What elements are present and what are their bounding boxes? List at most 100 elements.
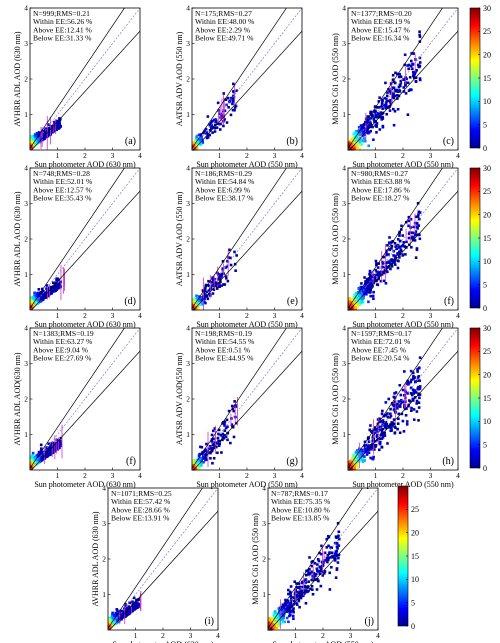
scatter-point <box>57 445 61 449</box>
stats-line: Above EE:28.66 % <box>111 505 171 514</box>
one-to-one-line <box>348 8 458 150</box>
stats-line: Above EE:0.51 % <box>195 345 251 354</box>
scatter-point <box>200 463 203 467</box>
scatter-point <box>210 280 214 284</box>
scatter-point <box>58 120 61 123</box>
scatter-point <box>217 432 220 436</box>
scatter-point <box>211 131 214 134</box>
y-axis-label: AVHRR ADL AOD (630 nm) <box>13 191 22 286</box>
y-tick-label: 3 <box>24 199 28 208</box>
scatter-point <box>361 453 364 456</box>
y-tick-label: 2 <box>342 235 346 244</box>
scatter-point <box>58 282 62 286</box>
scatter-point <box>219 280 222 284</box>
stats-line: N=748;RMS=0.28 <box>33 169 90 178</box>
scatter-point <box>373 428 377 431</box>
panel-label: (g) <box>286 456 298 467</box>
scatter-point <box>409 386 413 390</box>
scatter-point <box>409 226 412 229</box>
scatter-point <box>337 553 341 557</box>
scatter-point <box>397 75 401 79</box>
scatter-point <box>299 596 303 600</box>
scatter-point <box>413 239 417 242</box>
scatter-point <box>319 568 323 572</box>
scatter-point <box>114 616 118 620</box>
scatter-point <box>418 64 422 68</box>
scatter-point <box>233 106 237 109</box>
scatter-point <box>373 439 377 443</box>
scatter-point <box>211 429 215 433</box>
ee-upper-line <box>348 8 443 149</box>
scatter-point <box>213 130 217 133</box>
scatter-point <box>383 425 387 429</box>
scatter-point <box>221 267 225 270</box>
scatter-point <box>372 110 376 113</box>
scatter-point <box>370 446 373 450</box>
scatter-point <box>44 127 47 130</box>
scatter-point <box>284 598 287 602</box>
scatter-point <box>304 601 308 605</box>
stats-line: Below EE:27.69 % <box>33 354 92 363</box>
scatter-point <box>375 131 378 134</box>
scatter-point <box>411 63 415 66</box>
scatter-point <box>378 106 382 109</box>
scatter-point <box>403 245 407 248</box>
scatter-point <box>218 128 222 131</box>
scatter-point <box>380 102 384 106</box>
scatter-point <box>389 425 392 429</box>
scatter-point <box>380 437 384 440</box>
scatter-point <box>32 297 36 301</box>
ee-lower-line <box>349 30 458 150</box>
scatter-point <box>359 125 363 129</box>
scatter-point <box>384 262 388 265</box>
scatter-point <box>216 273 220 276</box>
scatter-point <box>290 597 293 600</box>
scatter-point <box>192 141 195 145</box>
stats-line: Within EE:48.00 % <box>195 17 255 26</box>
scatter-point <box>380 115 383 119</box>
scatter-point <box>396 107 400 111</box>
scatter-point <box>195 136 198 139</box>
y-tick-label: 1 <box>342 110 346 119</box>
scatter-point <box>326 560 329 564</box>
scatter-point <box>418 211 422 214</box>
stats-line: N=1071;RMS=0.25 <box>111 489 172 498</box>
scatter-point <box>207 447 211 450</box>
scatter-point <box>132 603 136 606</box>
scatter-point <box>365 450 369 453</box>
scatter-point <box>209 457 212 460</box>
scatter-point <box>418 379 421 382</box>
scatter-point <box>126 607 129 611</box>
scatter-point <box>196 463 199 466</box>
scatter-point <box>354 137 357 141</box>
scatter-point <box>306 585 310 588</box>
scatter-point <box>206 284 210 287</box>
scatter-point <box>417 393 421 397</box>
scatter-point <box>347 466 351 470</box>
scatter-point <box>386 412 389 415</box>
scatter-point <box>418 366 421 370</box>
x-tick-label: 4 <box>138 471 142 480</box>
stats-line: N=999;RMS=0.21 <box>33 9 90 18</box>
y-axis-label: MODIS C61 AOD (550 nm) <box>331 193 340 285</box>
scatter-point <box>387 397 390 401</box>
scatter-point <box>353 296 357 299</box>
scatter-point <box>37 138 40 142</box>
scatter-point <box>377 115 381 119</box>
y-tick-label: 4 <box>342 164 346 173</box>
y-tick-label: 4 <box>24 164 28 173</box>
scatter-point <box>396 427 399 431</box>
scatter-point <box>369 294 372 298</box>
scatter-point <box>301 580 304 584</box>
scatter-point <box>369 117 372 120</box>
scatter-point <box>369 456 372 460</box>
scatter-point <box>393 109 397 113</box>
scatter-point <box>398 72 401 76</box>
scatter-point <box>415 69 418 72</box>
scatter-point <box>414 380 417 384</box>
scatter-point <box>128 610 131 614</box>
scatter-point <box>368 428 372 432</box>
scatter-point <box>29 137 33 141</box>
scatter-point <box>358 142 362 145</box>
scatter-point <box>417 213 420 216</box>
